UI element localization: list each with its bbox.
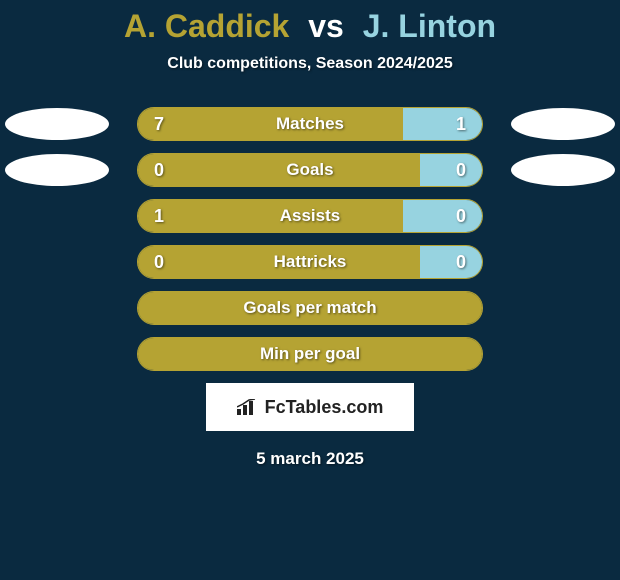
stat-label: Min per goal	[260, 344, 360, 364]
logo-label: FcTables.com	[265, 397, 384, 418]
vs-label: vs	[308, 8, 344, 44]
comparison-infographic: A. Caddick vs J. Linton Club competition…	[0, 0, 620, 469]
stats-area: 7 1 Matches 0 0 Goals 1 0 Assists 0 0 Hattricks Goal…	[0, 107, 620, 371]
stat-row: 0 0 Goals	[0, 153, 620, 187]
stat-value-a: 0	[154, 160, 164, 181]
date-text: 5 march 2025	[0, 449, 620, 469]
stat-value-b: 0	[456, 206, 466, 227]
stat-row: Goals per match	[0, 291, 620, 325]
logo-box[interactable]: FcTables.com	[206, 383, 414, 431]
stat-bar: Min per goal	[137, 337, 483, 371]
stat-row: Min per goal	[0, 337, 620, 371]
stat-value-a: 1	[154, 206, 164, 227]
stat-label: Goals per match	[243, 298, 376, 318]
player-b-badge	[511, 108, 615, 140]
player-a-badge	[5, 108, 109, 140]
stat-value-a: 0	[154, 252, 164, 273]
stat-value-b: 0	[456, 160, 466, 181]
bar-chart-icon	[237, 399, 259, 415]
stat-label: Matches	[276, 114, 344, 134]
bar-right-fill	[403, 200, 482, 232]
stat-row: 1 0 Assists	[0, 199, 620, 233]
stat-row: 0 0 Hattricks	[0, 245, 620, 279]
player-b-name: J. Linton	[363, 8, 496, 44]
logo-text: FcTables.com	[237, 397, 384, 418]
stat-row: 7 1 Matches	[0, 107, 620, 141]
stat-value-a: 7	[154, 114, 164, 135]
stat-bar: 7 1 Matches	[137, 107, 483, 141]
stat-bar: 0 0 Goals	[137, 153, 483, 187]
bar-right-fill	[420, 246, 482, 278]
stat-value-b: 1	[456, 114, 466, 135]
player-a-name: A. Caddick	[124, 8, 289, 44]
stat-bar: 0 0 Hattricks	[137, 245, 483, 279]
player-b-badge	[511, 154, 615, 186]
stat-value-b: 0	[456, 252, 466, 273]
stat-bar: Goals per match	[137, 291, 483, 325]
stat-bar: 1 0 Assists	[137, 199, 483, 233]
subtitle: Club competitions, Season 2024/2025	[0, 55, 620, 73]
title-row: A. Caddick vs J. Linton	[0, 8, 620, 45]
bar-left-fill	[138, 200, 403, 232]
bar-left-fill	[138, 108, 403, 140]
stat-label: Hattricks	[274, 252, 347, 272]
player-a-badge	[5, 154, 109, 186]
stat-label: Assists	[280, 206, 340, 226]
stat-label: Goals	[286, 160, 333, 180]
bar-right-fill	[420, 154, 482, 186]
bar-right-fill	[403, 108, 482, 140]
